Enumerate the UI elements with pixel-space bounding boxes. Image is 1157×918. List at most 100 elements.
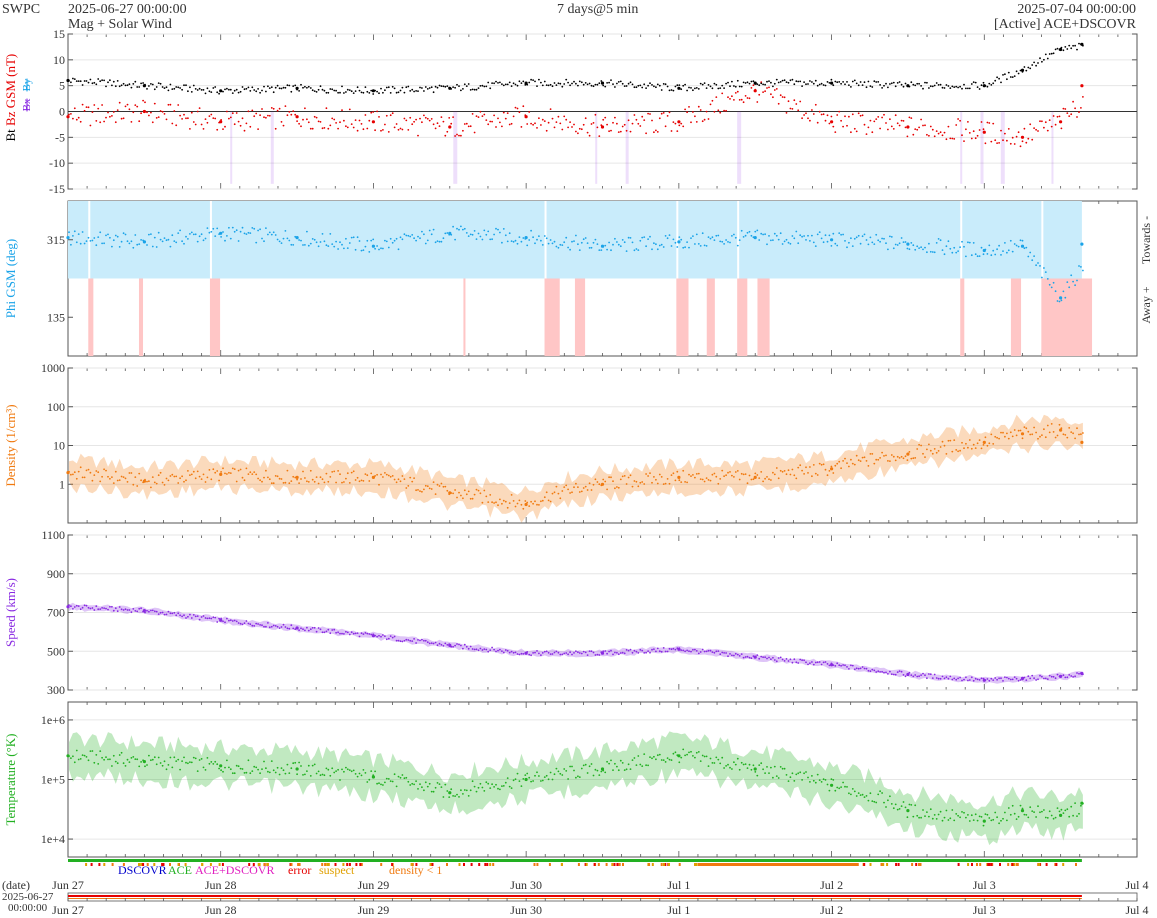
data-point [536, 771, 538, 774]
data-point-key [448, 791, 452, 795]
data-point [762, 233, 764, 236]
data-point [73, 471, 76, 474]
data-point [569, 765, 571, 768]
data-point [452, 645, 454, 648]
data-point [393, 478, 396, 481]
data-point [247, 622, 250, 625]
data-point [889, 460, 891, 462]
data-point [678, 761, 681, 764]
data-point [140, 761, 143, 763]
data-point [419, 783, 421, 785]
data-point [343, 633, 345, 635]
data-point [879, 84, 881, 86]
data-point [857, 667, 860, 670]
data-point [857, 459, 860, 462]
data-point [228, 226, 230, 229]
data-point [409, 784, 412, 786]
data-point [138, 765, 141, 768]
data-point [77, 605, 80, 607]
data-point [787, 241, 790, 244]
data-point [697, 472, 700, 475]
data-point [282, 482, 285, 484]
data-point-key [1080, 84, 1084, 88]
data-point-key [1020, 676, 1025, 681]
data-point [744, 234, 747, 237]
data-point [662, 483, 665, 485]
data-point [656, 248, 659, 251]
data-point [1006, 676, 1008, 679]
data-point [424, 639, 427, 642]
data-point [1043, 126, 1045, 129]
data-point [350, 123, 353, 125]
data-point [278, 477, 281, 480]
data-point [350, 90, 353, 93]
data-point [1050, 423, 1053, 425]
data-point [713, 651, 716, 654]
data-point [750, 80, 753, 83]
data-point [541, 244, 544, 246]
data-point [101, 104, 103, 106]
data-point [705, 755, 708, 758]
data-point [366, 781, 369, 783]
data-point [756, 654, 759, 656]
data-point [438, 240, 441, 243]
y-axis-label: Density (1/cm³) [3, 404, 18, 486]
data-point [1023, 66, 1026, 68]
data-point [896, 455, 899, 458]
status-mark [919, 863, 922, 866]
data-point [259, 772, 261, 775]
data-point [684, 108, 686, 111]
data-point [928, 242, 930, 245]
data-point [491, 120, 493, 123]
data-point [715, 650, 718, 653]
data-point [908, 803, 911, 806]
data-point [114, 234, 117, 237]
data-point [276, 109, 279, 112]
status-mark [678, 863, 681, 866]
data-point [393, 239, 396, 242]
data-point [947, 125, 950, 128]
data-point [407, 639, 410, 641]
data-point [707, 236, 710, 239]
data-point [142, 82, 145, 84]
data-point [846, 786, 848, 788]
data-point [637, 249, 640, 252]
data-point [744, 95, 747, 97]
data-point [721, 756, 724, 759]
data-point [904, 82, 907, 85]
data-point [183, 84, 185, 87]
data-point [664, 235, 667, 237]
data-point [824, 119, 827, 122]
data-point [190, 91, 193, 93]
data-point [462, 497, 464, 500]
data-point [766, 657, 768, 660]
data-point [688, 246, 690, 249]
data-point [313, 763, 316, 766]
data-point [1015, 244, 1018, 247]
data-point [697, 88, 700, 90]
data-point [869, 453, 872, 455]
data-point [331, 767, 334, 770]
data-point [814, 661, 817, 664]
data-point [72, 473, 74, 476]
data-point [1080, 804, 1082, 807]
data-point [81, 231, 84, 233]
data-point [81, 754, 84, 756]
data-point [970, 814, 973, 817]
data-point-key [753, 655, 757, 659]
data-point [370, 633, 373, 636]
data-point [889, 235, 891, 238]
data-point [974, 137, 977, 140]
data-point [838, 460, 841, 463]
y-tick-label: 500 [47, 644, 65, 658]
data-point [653, 242, 655, 245]
y-tick-label: 1 [59, 477, 65, 491]
data-point [366, 127, 369, 130]
data-point [967, 679, 969, 682]
data-point [190, 111, 193, 114]
data-point [171, 122, 174, 125]
data-point [826, 114, 829, 117]
data-point [733, 85, 735, 87]
data-point [674, 648, 677, 651]
data-point [711, 762, 714, 764]
